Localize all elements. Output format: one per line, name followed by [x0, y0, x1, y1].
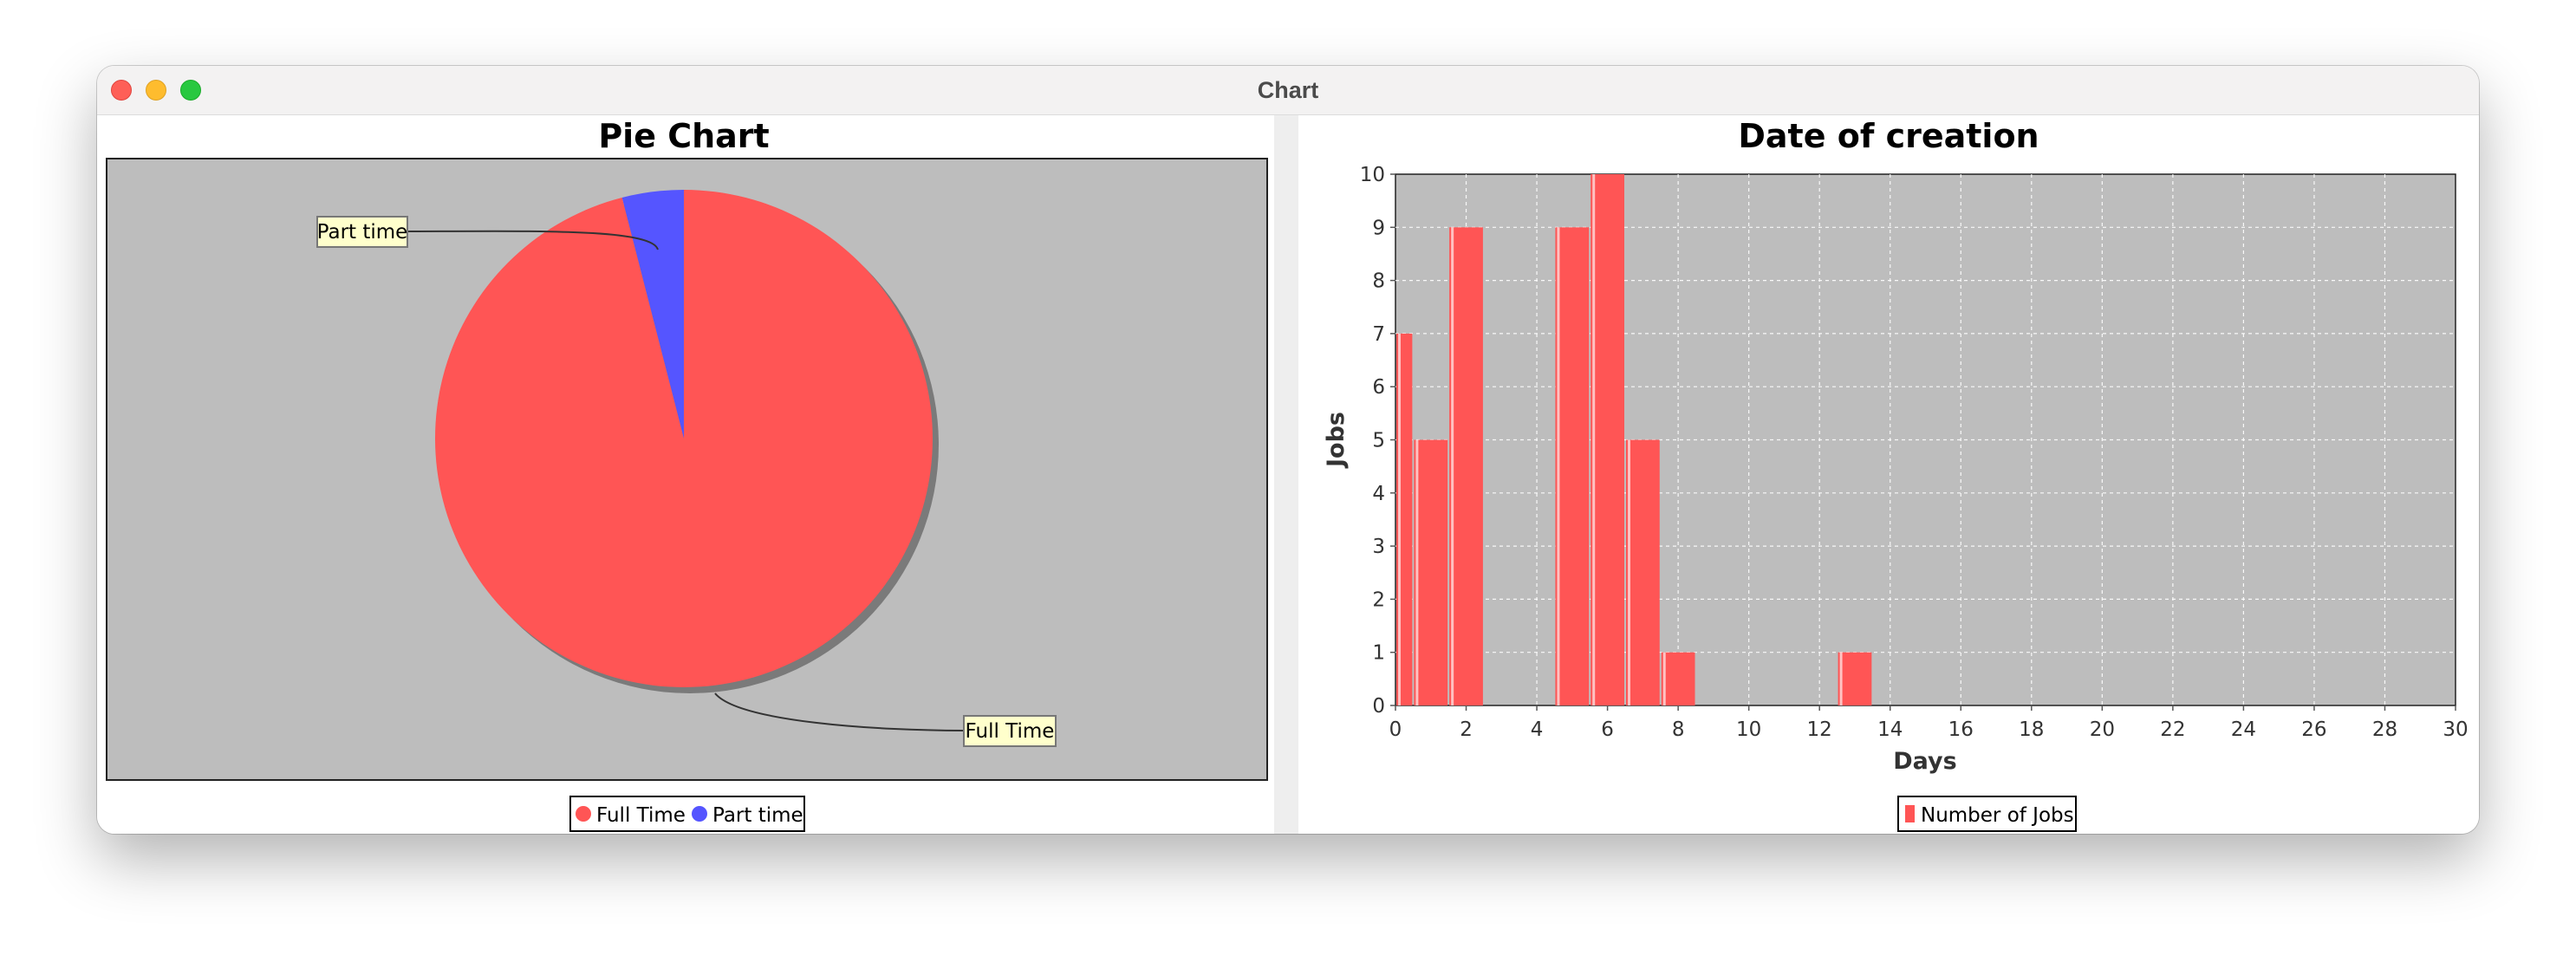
part-time-label-text: Part time — [317, 221, 408, 244]
x-tick-label: 30 — [2443, 718, 2468, 741]
bar — [1661, 652, 1695, 705]
bar — [1838, 652, 1872, 705]
full-time-leader-line — [714, 692, 965, 731]
y-tick-label: 5 — [1372, 430, 1385, 452]
pie-chart-panel: Pie Chart Part time Full Time — [97, 115, 1274, 834]
x-tick-label: 28 — [2372, 718, 2397, 741]
legend-part-time-swatch — [692, 806, 707, 822]
x-tick-label: 18 — [2019, 718, 2044, 741]
x-tick-label: 22 — [2160, 718, 2185, 741]
bar-series — [1396, 174, 1872, 705]
bar — [1414, 439, 1448, 705]
x-tick-label: 24 — [2231, 718, 2256, 741]
x-tick-label: 16 — [1948, 718, 1974, 741]
x-tick-label: 12 — [1807, 718, 1832, 741]
close-window-button[interactable] — [111, 80, 132, 101]
x-tick-label: 10 — [1736, 718, 1761, 741]
full-time-label-text: Full Time — [966, 720, 1055, 743]
y-tick-label: 3 — [1372, 536, 1385, 558]
y-axis-ticks: 0 1 2 3 4 5 6 7 8 9 10 — [1360, 164, 1395, 718]
window-content: Pie Chart Part time Full Time — [97, 115, 2479, 834]
x-tick-label: 14 — [1877, 718, 1903, 741]
part-time-slice-label: Part time — [316, 216, 408, 248]
part-time-leader-line — [407, 230, 659, 250]
panel-divider[interactable] — [1274, 115, 1298, 834]
bar-highlight — [1398, 333, 1401, 705]
y-tick-label: 7 — [1372, 323, 1385, 346]
y-tick-label: 2 — [1372, 588, 1385, 611]
x-axis-ticks: 0 2 4 6 8 10 12 14 16 18 20 22 24 26 28 30 — [1389, 705, 2469, 741]
bar — [1555, 227, 1590, 705]
pie-slice-full-time — [434, 190, 933, 687]
window-title: Chart — [1257, 77, 1319, 103]
bar-highlight — [1662, 652, 1666, 705]
x-axis-label: Days — [1893, 748, 1956, 775]
y-axis-label: Jobs — [1323, 412, 1350, 469]
legend-number-of-jobs-label: Number of Jobs — [1921, 804, 2074, 827]
y-tick-label: 10 — [1360, 164, 1385, 186]
bar-highlight — [1557, 227, 1560, 705]
chart-window: Chart Pie Chart Part time Full Tim — [97, 66, 2479, 834]
x-tick-label: 2 — [1460, 718, 1473, 741]
legend-number-of-jobs-swatch — [1905, 805, 1915, 822]
x-tick-label: 4 — [1531, 718, 1544, 741]
x-tick-label: 6 — [1601, 718, 1614, 741]
bar-highlight — [1415, 439, 1419, 705]
legend-full-time-swatch — [576, 806, 591, 822]
pie-slice-part-time — [621, 190, 684, 439]
pie-legend: Full Time Part time — [569, 796, 805, 832]
legend-full-time-label: Full Time — [596, 804, 686, 827]
bar-highlight — [1592, 174, 1596, 705]
x-tick-label: 20 — [2090, 718, 2115, 741]
pie-chart: Pie Chart Part time Full Time — [106, 117, 1268, 832]
y-tick-label: 6 — [1372, 376, 1385, 399]
y-tick-label: 1 — [1372, 642, 1385, 665]
bar — [1625, 439, 1660, 705]
full-time-slice-label: Full Time — [963, 715, 1057, 747]
bar — [1449, 227, 1483, 705]
bar-chart-panel: Date of creation 0 1 2 3 4 5 6 7 8 9 10 0 2 4 6 8 10 12 1… — [1298, 115, 2479, 834]
bar-highlight — [1451, 227, 1454, 705]
y-tick-label: 8 — [1372, 270, 1385, 293]
bar-highlight — [1627, 439, 1630, 705]
bar-chart-title: Date of creation — [1738, 117, 2039, 155]
x-tick-label: 8 — [1672, 718, 1685, 741]
y-tick-label: 0 — [1372, 695, 1385, 718]
x-tick-label: 26 — [2301, 718, 2326, 741]
minimize-window-button[interactable] — [146, 80, 166, 101]
y-tick-label: 4 — [1372, 483, 1385, 505]
legend-part-time-label: Part time — [712, 804, 803, 827]
pie-slices — [434, 190, 933, 687]
maximize-window-button[interactable] — [180, 80, 201, 101]
pie-chart-title: Pie Chart — [598, 117, 769, 155]
x-tick-label: 0 — [1389, 718, 1402, 741]
title-bar: Chart — [97, 66, 2479, 115]
bar-highlight — [1839, 652, 1843, 705]
bar-legend: Number of Jobs — [1897, 796, 2077, 832]
bar — [1590, 174, 1624, 705]
y-tick-label: 9 — [1372, 217, 1385, 239]
